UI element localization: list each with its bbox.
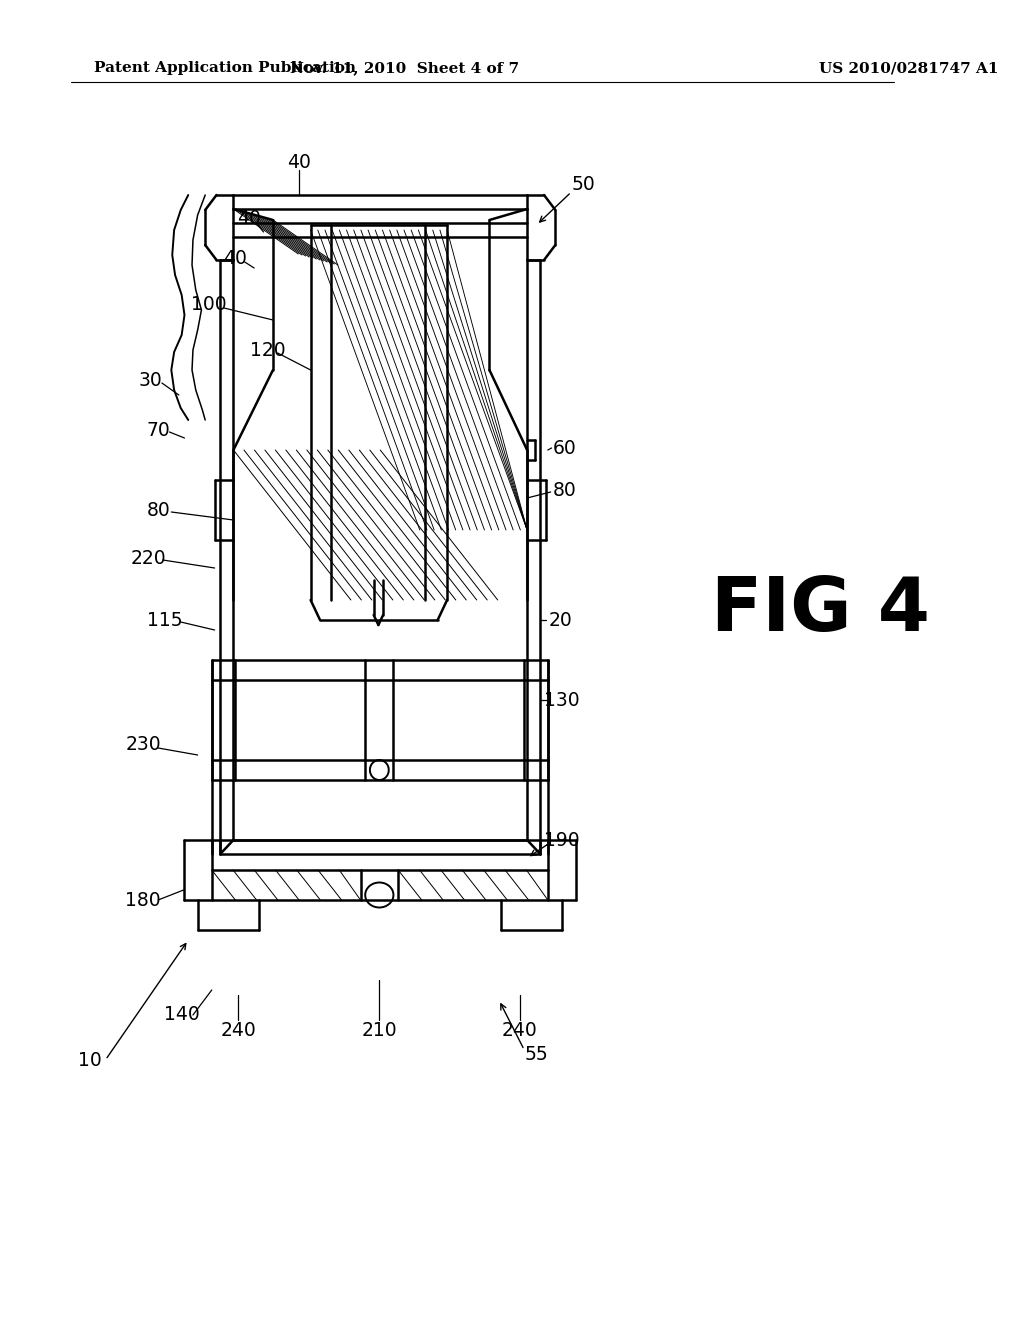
Text: 80: 80 — [146, 500, 170, 520]
Text: 60: 60 — [553, 438, 577, 458]
Text: 40: 40 — [238, 209, 261, 227]
Text: 70: 70 — [146, 421, 170, 440]
Text: 100: 100 — [191, 296, 226, 314]
Text: 30: 30 — [138, 371, 163, 389]
Text: 210: 210 — [361, 1020, 397, 1040]
Text: 220: 220 — [131, 549, 167, 568]
Text: 55: 55 — [524, 1045, 549, 1064]
Text: 40: 40 — [223, 248, 247, 268]
Text: FIG 4: FIG 4 — [711, 573, 930, 647]
Text: 50: 50 — [571, 176, 596, 194]
Text: 10: 10 — [78, 1051, 101, 1069]
Text: 80: 80 — [553, 480, 577, 499]
Text: 130: 130 — [544, 690, 580, 710]
Text: 190: 190 — [544, 830, 580, 850]
Text: 240: 240 — [502, 1020, 538, 1040]
Text: 240: 240 — [220, 1020, 256, 1040]
Text: Nov. 11, 2010  Sheet 4 of 7: Nov. 11, 2010 Sheet 4 of 7 — [290, 61, 519, 75]
Text: 180: 180 — [125, 891, 161, 909]
Text: 20: 20 — [548, 610, 572, 630]
Text: 230: 230 — [125, 735, 161, 755]
Text: 115: 115 — [146, 610, 182, 630]
Text: US 2010/0281747 A1: US 2010/0281747 A1 — [819, 61, 998, 75]
Text: 140: 140 — [164, 1006, 200, 1024]
Text: Patent Application Publication: Patent Application Publication — [94, 61, 356, 75]
Text: 40: 40 — [288, 153, 311, 172]
Text: 120: 120 — [251, 341, 286, 359]
